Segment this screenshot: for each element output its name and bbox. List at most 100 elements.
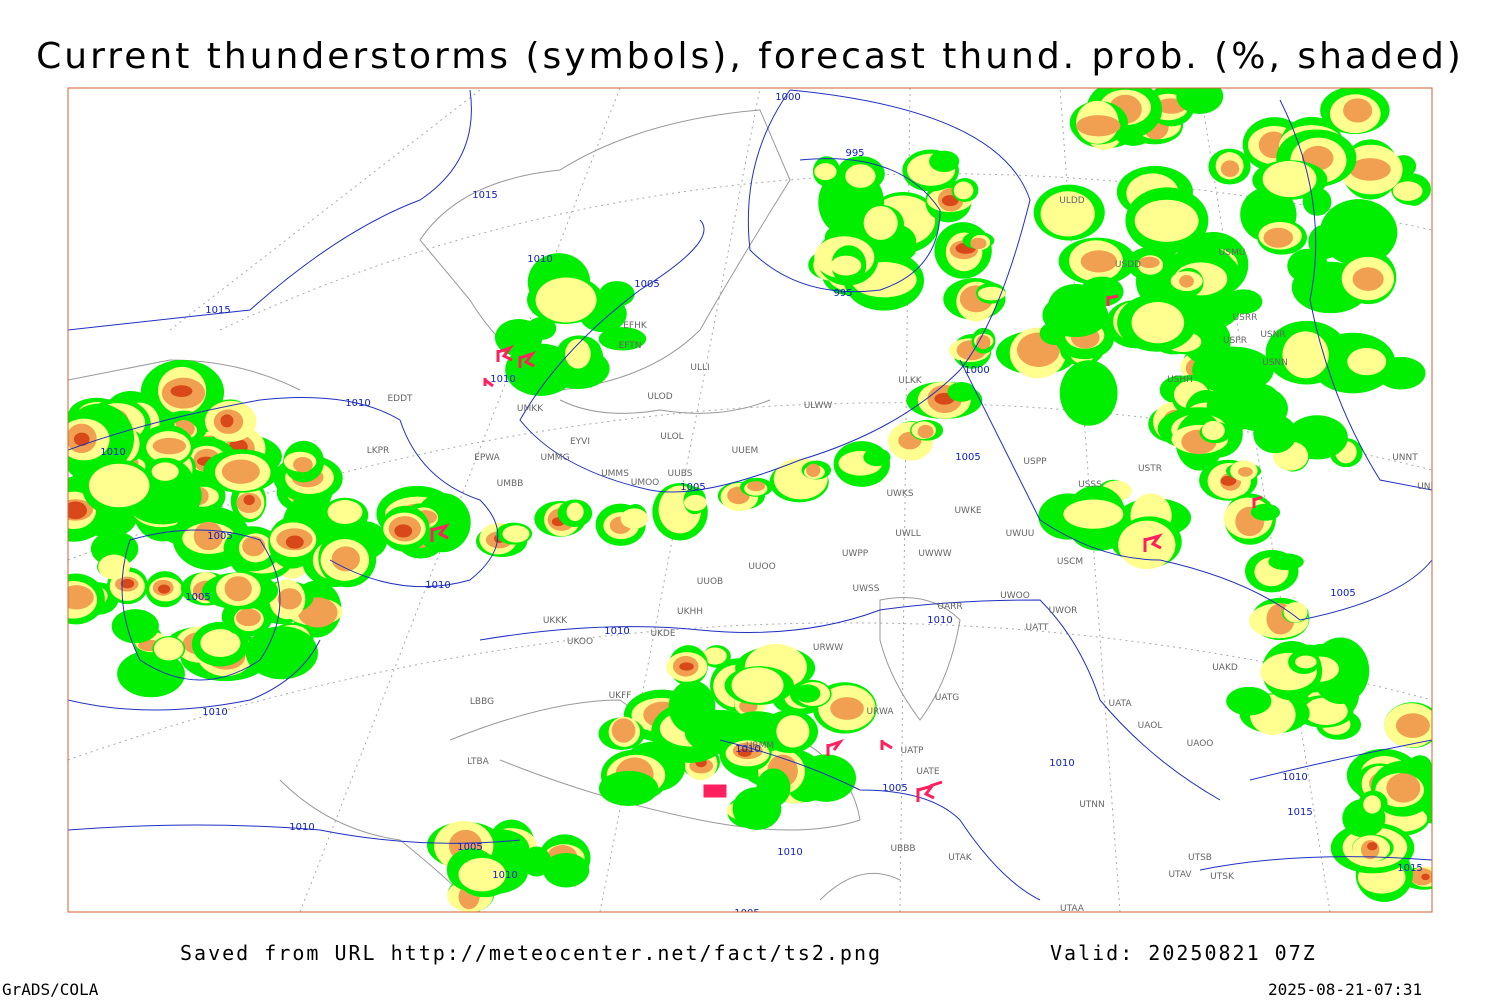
isobar-label: 1005 (185, 592, 210, 603)
station-label: UWOR (1049, 606, 1078, 616)
storm-symbol (496, 345, 515, 362)
station-label: ULDD (1059, 196, 1085, 206)
shade-blob (458, 857, 506, 892)
station-label: USPR (1223, 336, 1247, 346)
shade-blob (1408, 755, 1432, 777)
station-label: UNBB (1417, 482, 1443, 492)
station-label: UMOO (631, 478, 660, 488)
shade-blob (1392, 181, 1423, 201)
station-label: EYVI (570, 437, 590, 447)
isobar-label: 1010 (527, 254, 552, 265)
timestamp: 2025-08-21-07:31 (1268, 980, 1422, 999)
shade-blob (679, 662, 694, 671)
shade-blob (1134, 199, 1199, 242)
station-label: UKOO (567, 637, 593, 647)
storm-symbols (430, 294, 1263, 802)
shade-blob (953, 181, 974, 200)
shade-blob (1395, 713, 1430, 738)
shade-blob (1282, 331, 1329, 379)
station-label: UUOO (748, 562, 775, 572)
shade-blob (598, 327, 647, 351)
station-label: UATE (916, 767, 940, 777)
shade-blob (1080, 250, 1117, 273)
shade-blob (599, 281, 635, 307)
isobar-label: 1015 (1287, 807, 1312, 818)
shade-blob (535, 277, 597, 323)
shade-blob (543, 852, 590, 888)
shade-blob (1303, 697, 1348, 725)
shade-blob (1349, 158, 1391, 181)
shade-blob (120, 578, 135, 589)
station-label: UMKK (517, 404, 544, 414)
isobar-label: 1010 (735, 744, 760, 755)
isobar-label: 1010 (1282, 772, 1307, 783)
shade-blob (331, 546, 360, 572)
storm-symbol (1252, 495, 1263, 508)
station-label: UWPP (842, 549, 869, 559)
isobar-label: 1010 (202, 707, 227, 718)
storm-symbol (518, 351, 537, 368)
shade-blob (1131, 302, 1185, 344)
station-label: EPWA (474, 453, 501, 463)
shade-blob (703, 647, 727, 665)
shade-blob (293, 457, 313, 473)
shade-blob (111, 609, 159, 644)
station-label: USSS (1078, 480, 1102, 490)
station-label: ULWW (804, 401, 833, 411)
station-label: UUEM (732, 446, 759, 456)
isobar-label: 1010 (345, 398, 370, 409)
isobar-label: 1005 (734, 908, 759, 919)
isobar-label: 995 (833, 288, 852, 299)
shade-blob (235, 608, 261, 627)
station-label: UTSK (1210, 872, 1235, 882)
station-label: UAKD (1212, 663, 1238, 673)
station-label: UMMS (601, 469, 629, 479)
shade-blob (1386, 773, 1421, 803)
shade-blob (1262, 160, 1317, 198)
shade-blob (1287, 248, 1329, 283)
map-frame (67, 87, 1433, 913)
shade-blob (68, 585, 94, 610)
shade-blob (1118, 520, 1176, 570)
isobar-label: 1010 (492, 870, 517, 881)
shade-blob (1179, 274, 1194, 288)
valid-time: Valid: 20250821 07Z (1050, 941, 1317, 965)
station-label: UKDE (650, 629, 675, 639)
station-label: USNN (1262, 358, 1288, 368)
isobar (68, 89, 472, 331)
shade-blob (1363, 795, 1382, 814)
station-label: USPP (1023, 457, 1047, 467)
isobar-label: 1010 (100, 447, 125, 458)
shade-blob (1176, 88, 1224, 114)
shade-blob (1226, 686, 1272, 716)
storm-symbol (1143, 533, 1163, 552)
shade-blob (327, 500, 363, 524)
station-label: UTAV (1168, 870, 1192, 880)
shade-blob (806, 463, 821, 477)
station-label: ULKK (898, 376, 923, 386)
station-label: UKFF (609, 691, 632, 701)
storm-symbol (703, 784, 727, 798)
isobar-label: 1010 (604, 626, 629, 637)
shade-blob (221, 459, 260, 484)
shade-blob (566, 502, 584, 522)
coastline (68, 359, 301, 391)
shade-blob (970, 237, 987, 250)
station-label: ULOD (647, 392, 672, 402)
isobar (747, 89, 941, 293)
shade-blob (224, 576, 252, 602)
shade-blob (245, 626, 318, 680)
shade-blob (737, 748, 752, 757)
shade-blob (68, 501, 87, 520)
isobar (959, 359, 1432, 621)
station-label: UAOO (1187, 739, 1214, 749)
shade-blob (157, 584, 171, 594)
shade-blob (929, 150, 960, 173)
shade-blob (242, 536, 266, 557)
station-label: UBBB (890, 844, 915, 854)
shade-blob (1343, 98, 1373, 123)
shade-blob (494, 318, 543, 357)
station-label: ULOL (660, 432, 683, 442)
shade-blob (88, 463, 150, 508)
